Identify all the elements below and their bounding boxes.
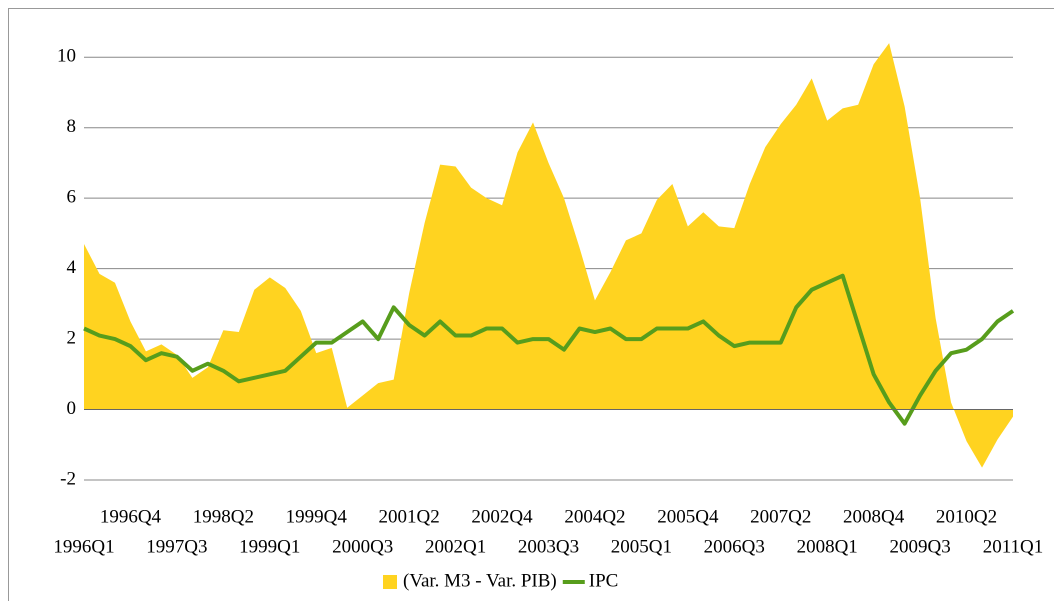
x-tick-label: 1996Q1 bbox=[53, 536, 114, 557]
area bbox=[84, 43, 1013, 468]
legend-swatch bbox=[383, 575, 397, 589]
x-tick-label: 2002Q4 bbox=[471, 506, 533, 527]
x-tick-label: 2005Q1 bbox=[611, 536, 672, 557]
x-tick-label: 1999Q1 bbox=[239, 536, 300, 557]
y-tick-label: 0 bbox=[67, 398, 77, 419]
x-tick-label: 1999Q4 bbox=[286, 506, 348, 527]
x-tick-label: 2006Q3 bbox=[704, 536, 765, 557]
y-tick-label: 4 bbox=[67, 257, 77, 278]
y-tick-label: 2 bbox=[67, 327, 77, 348]
legend-label: IPC bbox=[589, 570, 619, 591]
x-tick-label: 1996Q4 bbox=[100, 506, 162, 527]
x-tick-label: 2008Q4 bbox=[843, 506, 905, 527]
x-tick-label: 2009Q3 bbox=[889, 536, 950, 557]
x-tick-label: 2007Q2 bbox=[750, 506, 811, 527]
x-tick-label: 2008Q1 bbox=[797, 536, 858, 557]
x-tick-label: 2002Q1 bbox=[425, 536, 486, 557]
legend-label: (Var. M3 - Var. PIB) bbox=[403, 570, 557, 591]
x-tick-label: 2001Q2 bbox=[379, 506, 440, 527]
line bbox=[83, 273, 1015, 426]
x-tick-label: 2010Q2 bbox=[936, 506, 997, 527]
y-tick-label: 8 bbox=[67, 116, 77, 137]
x-tick-label: 1998Q2 bbox=[193, 506, 254, 527]
x-tick-label: 1997Q3 bbox=[146, 536, 207, 557]
x-tick-label: 2004Q2 bbox=[564, 506, 625, 527]
y-tick-label: 6 bbox=[67, 187, 77, 208]
x-tick-label: 2000Q3 bbox=[332, 536, 393, 557]
y-tick-label: -2 bbox=[60, 468, 76, 489]
x-tick-label: 2011Q1 bbox=[983, 536, 1044, 557]
x-tick-label: 2003Q3 bbox=[518, 536, 579, 557]
x-tick-label: 2005Q4 bbox=[657, 506, 719, 527]
y-tick-label: 10 bbox=[57, 46, 76, 67]
